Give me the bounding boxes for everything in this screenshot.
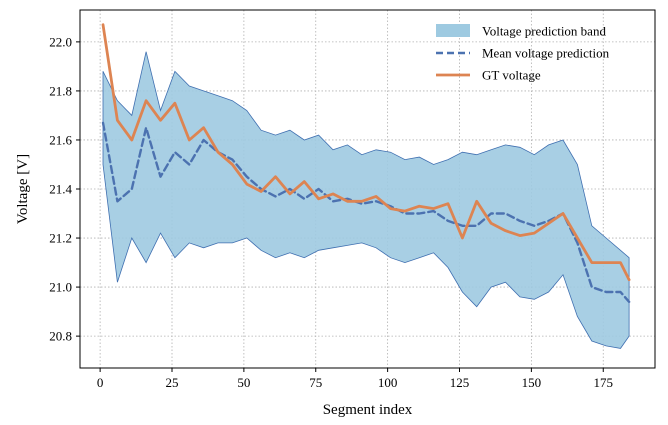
y-tick-label: 22.0	[49, 34, 72, 49]
y-tick-label: 21.2	[49, 231, 72, 246]
y-tick-label: 21.8	[49, 83, 72, 98]
legend: Voltage prediction band Mean voltage pred…	[436, 24, 610, 83]
legend-label: GT voltage	[482, 68, 541, 83]
x-tick-label: 150	[522, 375, 542, 390]
x-tick-label: 125	[450, 375, 470, 390]
y-tick-label: 21.4	[49, 182, 72, 197]
legend-label: Voltage prediction band	[482, 24, 606, 39]
x-tick-label: 100	[378, 375, 398, 390]
x-tick-label: 75	[309, 375, 322, 390]
y-axis-label: Voltage [V]	[15, 154, 31, 224]
x-tick-label: 175	[594, 375, 614, 390]
x-tick-label: 50	[237, 375, 250, 390]
legend-label: Mean voltage prediction	[482, 46, 610, 61]
y-axis-ticks: 20.8 21.0 21.2 21.4 21.6 21.8 22.0	[49, 34, 80, 343]
x-axis-ticks: 0 25 50 75 100 125 150 175	[97, 368, 613, 390]
x-tick-label: 0	[97, 375, 104, 390]
y-tick-label: 21.0	[49, 280, 72, 295]
x-tick-label: 25	[166, 375, 179, 390]
y-tick-label: 21.6	[49, 132, 72, 147]
x-axis-label: Segment index	[323, 402, 413, 418]
y-tick-label: 20.8	[49, 329, 72, 344]
legend-swatch-band	[436, 24, 470, 37]
